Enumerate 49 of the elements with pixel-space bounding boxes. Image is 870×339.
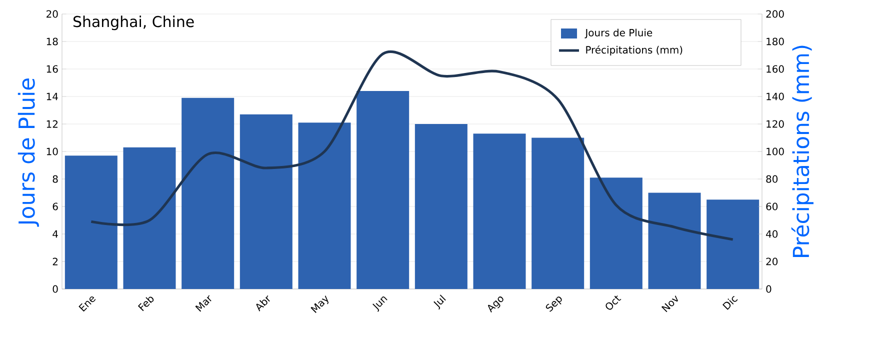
y-tick-label: 14 xyxy=(46,92,58,100)
x-tick-label: Ene xyxy=(78,296,96,312)
legend-label: Précipitations (mm) xyxy=(586,45,682,56)
y-tick-label: 12 xyxy=(46,120,58,128)
y-tick-label: 18 xyxy=(46,38,58,46)
y2-tick-label: 100 xyxy=(766,148,784,156)
x-tick-label: Dic xyxy=(722,296,738,310)
y-tick-label: 8 xyxy=(52,175,58,183)
bar xyxy=(356,91,410,289)
y2-tick-label: 60 xyxy=(766,202,778,210)
bar xyxy=(590,178,642,289)
legend-label: Jours de Pluie xyxy=(584,28,652,38)
bar xyxy=(123,147,176,289)
y2-tick-label: 140 xyxy=(766,92,784,100)
bar xyxy=(532,138,584,289)
y2-tick-label: 0 xyxy=(766,285,772,293)
bar xyxy=(414,124,468,289)
y2-tick-label: 200 xyxy=(766,10,784,18)
y-tick-label: 16 xyxy=(46,65,58,73)
x-tick-label: Ago xyxy=(488,296,504,313)
y-tick-label: 2 xyxy=(52,258,58,266)
bar xyxy=(298,122,351,289)
x-tick-label: Feb xyxy=(138,296,154,312)
y-tick-label: 20 xyxy=(46,10,58,18)
x-tick-label: Oct xyxy=(606,296,622,310)
y2-tick-label: 120 xyxy=(766,120,784,128)
y-axis-title: Jours de Pluie xyxy=(18,78,39,227)
y-tick-label: 6 xyxy=(52,202,58,210)
bar xyxy=(240,114,292,289)
bar xyxy=(648,192,701,289)
x-tick-label: Sep xyxy=(546,296,562,312)
y2-axis-title: Précipitations (mm) xyxy=(791,46,814,257)
bar xyxy=(182,98,234,289)
y-tick-label: 4 xyxy=(52,230,58,238)
y2-tick-label: 20 xyxy=(766,258,778,266)
x-tick-label: Abr xyxy=(256,295,270,312)
chart-title: Shanghai, Chine xyxy=(74,16,194,30)
y-tick-label: 0 xyxy=(52,285,58,293)
bar xyxy=(64,156,118,289)
x-tick-label: Jul xyxy=(434,294,446,310)
x-tick-label: Jun xyxy=(372,296,388,312)
y2-tick-label: 40 xyxy=(766,230,778,238)
y2-tick-label: 180 xyxy=(766,38,784,46)
y2-tick-label: 80 xyxy=(766,175,778,183)
bar xyxy=(706,200,760,289)
x-tick-label: Nov xyxy=(661,295,678,312)
y2-tick-label: 160 xyxy=(766,65,784,73)
y-tick-label: 10 xyxy=(46,148,58,156)
bar xyxy=(473,134,526,289)
